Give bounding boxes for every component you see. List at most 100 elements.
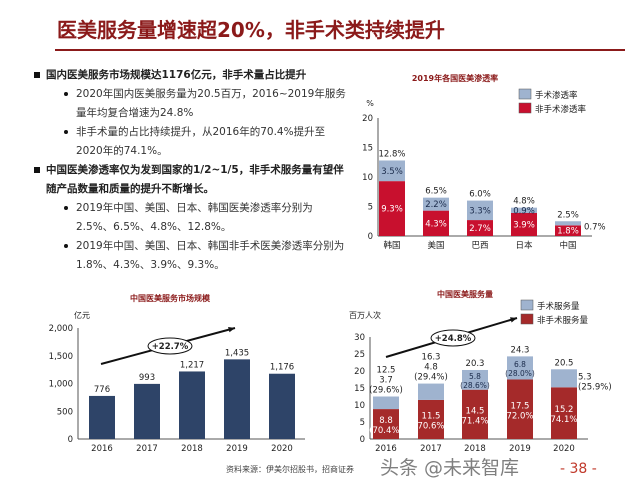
total-label: 24.3 — [511, 345, 530, 355]
growth-rate-label: +24.8% — [435, 334, 472, 344]
data-label: 9.3% — [381, 205, 403, 215]
y-tick-label: 20 — [362, 114, 373, 124]
y-tick-label: 10 — [354, 401, 365, 411]
bar — [89, 395, 115, 439]
bar — [134, 383, 160, 439]
arrow-head-icon — [510, 317, 517, 323]
title-divider — [55, 49, 625, 51]
bullet-list: 国内医美服务市场规模达1176亿元，非手术量占比提升 2020年国内医美服务量为… — [34, 66, 346, 275]
y-tick-label: 1,000 — [49, 380, 73, 390]
total-label: 20.3 — [466, 359, 485, 369]
y-tick-label: 10 — [362, 173, 373, 183]
data-label: (71.4%) — [458, 416, 492, 426]
total-label: 6.5% — [425, 187, 447, 197]
sub-bullet: 2019年中国、美国、日本、韩国医美渗透率分别为2.5%、6.5%、4.8%、1… — [64, 199, 346, 237]
data-label: 4.8 — [424, 363, 438, 373]
data-label: 1,217 — [180, 360, 204, 370]
surgical-bar-segment — [507, 356, 533, 380]
total-label: 16.3 — [422, 353, 441, 363]
data-label: 0.7% — [584, 222, 606, 232]
x-tick-label: 2020 — [553, 444, 575, 454]
x-tick-label: 中国 — [559, 240, 576, 251]
data-label: (70.6%) — [414, 421, 448, 431]
non-surgical-bar-segment — [511, 212, 537, 236]
legend-label: 手术服务量 — [537, 301, 580, 312]
x-tick-label: 美国 — [427, 240, 444, 251]
y-tick-label: 15 — [354, 384, 365, 394]
data-label: 17.5 — [511, 401, 530, 411]
x-tick-label: 2016 — [91, 444, 113, 454]
bullet: 国内医美服务市场规模达1176亿元，非手术量占比提升 — [34, 66, 346, 85]
legend-label: 非手术服务量 — [537, 315, 589, 326]
chart-title: 中国医美服务市场规模 — [130, 293, 211, 303]
total-label: 2.5% — [557, 210, 579, 220]
non-surgical-bar-segment — [462, 389, 488, 439]
legend-label: 手术渗透率 — [535, 90, 578, 101]
arrow-head-icon — [228, 327, 235, 333]
non-surgical-bar-segment — [507, 379, 533, 439]
growth-badge — [147, 337, 193, 355]
data-label: 776 — [94, 385, 110, 395]
surgical-bar-segment — [467, 200, 493, 221]
x-tick-label: 2017 — [136, 444, 158, 454]
surgical-bar-segment — [555, 221, 581, 226]
surgical-bar-segment — [551, 369, 577, 388]
legend-label: 非手术渗透率 — [535, 104, 587, 115]
bar — [269, 373, 295, 439]
surgical-bar-segment — [379, 160, 405, 182]
x-tick-label: 2018 — [181, 444, 203, 454]
y-tick-label: 0 — [368, 232, 373, 242]
data-label: 993 — [139, 373, 155, 383]
bar — [224, 359, 250, 439]
y-tick-label: 25 — [354, 350, 365, 360]
data-label: (70.4%) — [369, 426, 403, 436]
data-label: 5.3 — [578, 372, 592, 382]
x-tick-label: 2018 — [464, 444, 486, 454]
surgical-bar-segment — [423, 197, 449, 211]
y-tick-label: 15 — [362, 144, 373, 154]
surgical-bar-segment — [511, 207, 537, 213]
non-surgical-bar-segment — [379, 181, 405, 236]
data-label: 2.7% — [469, 224, 491, 234]
non-surgical-bar-segment — [467, 220, 493, 236]
y-tick-label: 0 — [68, 435, 73, 445]
source-note: 资料来源：伊美尔招股书，招商证券 — [226, 465, 354, 474]
legend-swatch — [518, 88, 532, 100]
data-label: 5.8 — [469, 372, 481, 381]
x-tick-label: 2016 — [375, 444, 397, 454]
legend-swatch — [520, 299, 534, 311]
data-label: 0.9% — [513, 206, 535, 216]
watermark: 头条 @未来智库 — [380, 457, 520, 479]
page-number: - 38 - — [560, 461, 597, 477]
y-tick-label: 1,500 — [49, 352, 73, 362]
data-label: 1,435 — [225, 348, 249, 358]
growth-badge — [430, 329, 476, 347]
data-label: (29.4%) — [414, 373, 448, 383]
y-tick-label: 5 — [368, 203, 373, 213]
data-label: 15.2 — [555, 405, 574, 415]
chart-title: 中国医美服务量 — [437, 289, 493, 299]
non-surgical-bar-segment — [418, 399, 444, 439]
chart-title: 2019年各国医美渗透率 — [412, 73, 498, 83]
data-label: 1,176 — [270, 363, 294, 373]
y-tick-label: 5 — [360, 418, 365, 428]
x-tick-label: 巴西 — [471, 241, 488, 251]
data-label: 11.5 — [422, 411, 441, 421]
data-label: (28.0%) — [505, 369, 535, 378]
y-axis-label: 百万人次 — [349, 310, 381, 320]
non-surgical-bar-segment — [551, 387, 577, 439]
bullet: 中国医美渗透率仅为发到国家的1/2~1/5，非手术服务量有望伴随产品数量和质量的… — [34, 161, 346, 199]
y-tick-label: 30 — [354, 333, 365, 343]
y-axis-label: 亿元 — [74, 310, 90, 320]
y-tick-label: 2,000 — [49, 324, 73, 334]
sub-bullet: 非手术量的占比持续提升，从2016年的70.4%提升至2020年的74.1%。 — [64, 123, 346, 161]
data-label: 3.5% — [381, 167, 403, 177]
data-label: (72.0%) — [503, 411, 537, 421]
y-tick-label: 0 — [360, 435, 365, 445]
data-label: 2.2% — [425, 200, 447, 210]
legend-swatch — [520, 313, 534, 325]
data-label: (74.1%) — [547, 415, 581, 425]
x-tick-label: 2017 — [420, 444, 442, 454]
